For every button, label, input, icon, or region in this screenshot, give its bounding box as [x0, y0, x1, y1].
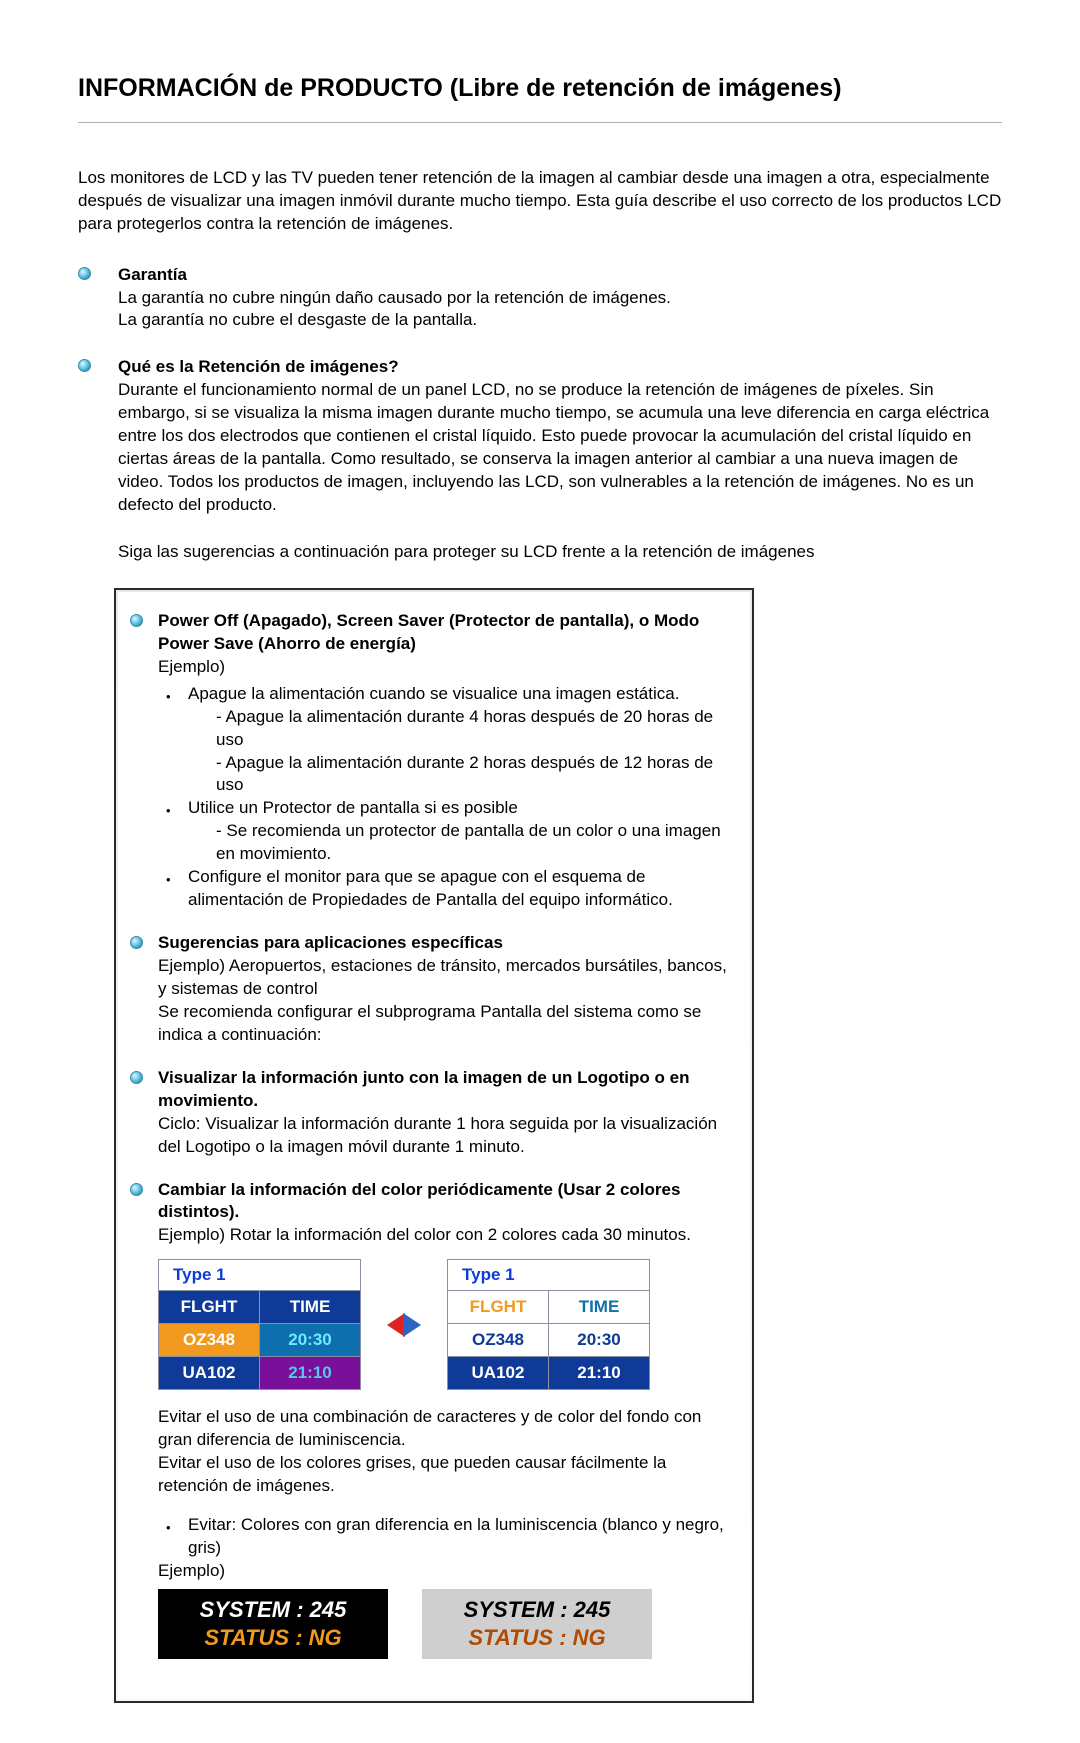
bullet-icon [78, 356, 118, 564]
dash-line: - Apague la alimentación durante 2 horas… [188, 752, 728, 798]
section-body: Garantía La garantía no cubre ningún dañ… [118, 264, 1002, 333]
section-heading: Garantía [118, 264, 1002, 287]
flight-tables-row: Type 1 FLGHTTIME OZ34820:30 UA10221:10 T… [158, 1259, 728, 1390]
section-heading: Power Off (Apagado), Screen Saver (Prote… [158, 610, 728, 656]
section-sugerencias: Sugerencias para aplicaciones específica… [130, 932, 728, 1047]
banners-row: SYSTEM : 245 STATUS : NG SYSTEM : 245 ST… [158, 1589, 728, 1659]
list-item: Apague la alimentación cuando se visuali… [158, 683, 728, 798]
banner-line: SYSTEM : 245 [464, 1596, 611, 1624]
example-label: Ejemplo) [158, 1560, 728, 1583]
bullet-icon [130, 932, 158, 1047]
sub-list: Evitar: Colores con gran diferencia en l… [158, 1514, 728, 1560]
dot-icon [158, 1514, 188, 1560]
section-garantia: Garantía La garantía no cubre ningún dañ… [78, 264, 1002, 333]
section-body: Cambiar la información del color periódi… [158, 1179, 728, 1659]
table-title: Type 1 [448, 1260, 650, 1291]
cell: UA102 [448, 1357, 549, 1390]
section-text: Ejemplo) Aeropuertos, estaciones de trán… [158, 955, 728, 1001]
table-title: Type 1 [159, 1260, 361, 1291]
cell: OZ348 [448, 1324, 549, 1357]
section-cambiar: Cambiar la información del color periódi… [130, 1179, 728, 1659]
section-text: Se recomienda configurar el subprograma … [158, 1001, 728, 1047]
section-text: Evitar el uso de los colores grises, que… [158, 1452, 728, 1498]
dot-icon [158, 683, 188, 798]
section-visualizar: Visualizar la información junto con la i… [130, 1067, 728, 1159]
bullet-icon [130, 1179, 158, 1659]
section-heading: Sugerencias para aplicaciones específica… [158, 932, 728, 955]
cell: FLGHT [448, 1291, 549, 1324]
section-body: Visualizar la información junto con la i… [158, 1067, 728, 1159]
banner-light: SYSTEM : 245 STATUS : NG [422, 1589, 652, 1659]
list-item-body: Evitar: Colores con gran diferencia en l… [188, 1514, 728, 1560]
section-body: Sugerencias para aplicaciones específica… [158, 932, 728, 1047]
list-item: Configure el monitor para que se apague … [158, 866, 728, 912]
cell: 21:10 [549, 1357, 650, 1390]
cell: OZ348 [159, 1324, 260, 1357]
list-item-body: Configure el monitor para que se apague … [188, 866, 728, 912]
section-body: Qué es la Retención de imágenes? Durante… [118, 356, 1002, 564]
inset-box: Power Off (Apagado), Screen Saver (Prote… [114, 588, 754, 1703]
banner-dark: SYSTEM : 245 STATUS : NG [158, 1589, 388, 1659]
section-text: Durante el funcionamiento normal de un p… [118, 379, 1002, 517]
bullet-icon [130, 610, 158, 912]
flight-table-b: Type 1 FLGHTTIME OZ34820:30 UA10221:10 [447, 1259, 650, 1390]
section-text: La garantía no cubre el desgaste de la p… [118, 309, 1002, 332]
cell: 20:30 [549, 1324, 650, 1357]
section-text: Siga las sugerencias a continuación para… [118, 541, 1002, 564]
dash-line: - Apague la alimentación durante 4 horas… [188, 706, 728, 752]
cell: UA102 [159, 1357, 260, 1390]
bullet-icon [78, 264, 118, 333]
section-text: La garantía no cubre ningún daño causado… [118, 287, 1002, 310]
section-heading: Cambiar la información del color periódi… [158, 1179, 728, 1225]
section-text: Evitar el uso de una combinación de cara… [158, 1406, 728, 1452]
dash-line: - Se recomienda un protector de pantalla… [188, 820, 728, 866]
list-item: Evitar: Colores con gran diferencia en l… [158, 1514, 728, 1560]
bullet-icon [130, 1067, 158, 1159]
banner-line: STATUS : NG [468, 1624, 605, 1652]
section-que-es: Qué es la Retención de imágenes? Durante… [78, 356, 1002, 564]
sub-list: Apague la alimentación cuando se visuali… [158, 683, 728, 912]
cell: 20:30 [260, 1324, 361, 1357]
cell: TIME [260, 1291, 361, 1324]
swap-arrows-icon [387, 1313, 421, 1337]
document-page: INFORMACIÓN de PRODUCTO (Libre de retenc… [0, 0, 1080, 1743]
inset-content: Power Off (Apagado), Screen Saver (Prote… [118, 592, 750, 1699]
title-divider [78, 122, 1002, 123]
list-text: Apague la alimentación cuando se visuali… [188, 684, 679, 703]
list-text: Utilice un Protector de pantalla si es p… [188, 798, 518, 817]
cell: 21:10 [260, 1357, 361, 1390]
dot-icon [158, 866, 188, 912]
cell: TIME [549, 1291, 650, 1324]
section-heading: Qué es la Retención de imágenes? [118, 356, 1002, 379]
flight-table-a: Type 1 FLGHTTIME OZ34820:30 UA10221:10 [158, 1259, 361, 1390]
list-item-body: Utilice un Protector de pantalla si es p… [188, 797, 728, 866]
section-body: Power Off (Apagado), Screen Saver (Prote… [158, 610, 728, 912]
banner-line: STATUS : NG [204, 1624, 341, 1652]
section-heading: Visualizar la información junto con la i… [158, 1067, 728, 1113]
example-label: Ejemplo) [158, 656, 728, 679]
page-title: INFORMACIÓN de PRODUCTO (Libre de retenc… [78, 72, 1002, 106]
intro-paragraph: Los monitores de LCD y las TV pueden ten… [78, 167, 1002, 236]
list-item: Utilice un Protector de pantalla si es p… [158, 797, 728, 866]
list-item-body: Apague la alimentación cuando se visuali… [188, 683, 728, 798]
banner-line: SYSTEM : 245 [200, 1596, 347, 1624]
section-text: Ejemplo) Rotar la información del color … [158, 1224, 728, 1247]
dot-icon [158, 797, 188, 866]
section-text: Ciclo: Visualizar la información durante… [158, 1113, 728, 1159]
section-power-off: Power Off (Apagado), Screen Saver (Prote… [130, 610, 728, 912]
cell: FLGHT [159, 1291, 260, 1324]
